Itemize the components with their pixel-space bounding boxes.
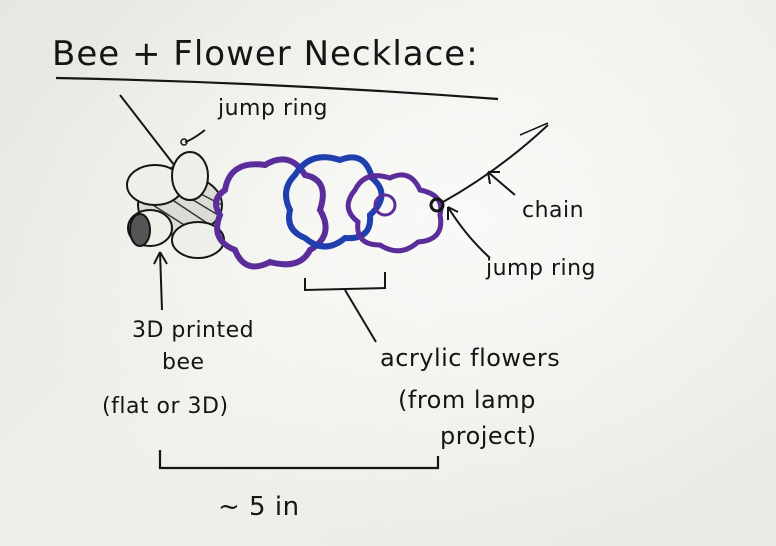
arrow-bee [153, 251, 168, 311]
length-bracket [158, 450, 440, 470]
label-flowers-line3: project) [440, 422, 537, 450]
bee-drawing [126, 151, 225, 259]
label-jump-ring-right: jump ring [486, 256, 597, 281]
flower-purple-left [213, 156, 329, 270]
arrow-chain [487, 171, 516, 196]
label-chain: chain [522, 198, 585, 223]
label-bee-line2: bee [162, 350, 205, 375]
chain-right [442, 124, 549, 203]
flower-purple-right [345, 172, 444, 254]
flowers-pointer [344, 289, 377, 343]
flowers-bracket [304, 272, 386, 292]
label-bee-line3: (flat or 3D) [102, 394, 229, 419]
chain-left [119, 94, 179, 171]
jump-ring-right [429, 197, 445, 213]
label-length: ~ 5 in [218, 492, 300, 522]
label-flowers-line1: acrylic flowers [380, 344, 561, 372]
title-underline [55, 76, 499, 101]
page-title: Bee + Flower Necklace: [52, 34, 479, 74]
label-jump-ring-top: jump ring [218, 96, 329, 121]
label-flowers-line2: (from lamp [398, 386, 536, 414]
arrow-jump-ring-right [447, 206, 491, 259]
flower-blue-middle [283, 154, 385, 250]
label-bee-line1: 3D printed [132, 318, 255, 343]
